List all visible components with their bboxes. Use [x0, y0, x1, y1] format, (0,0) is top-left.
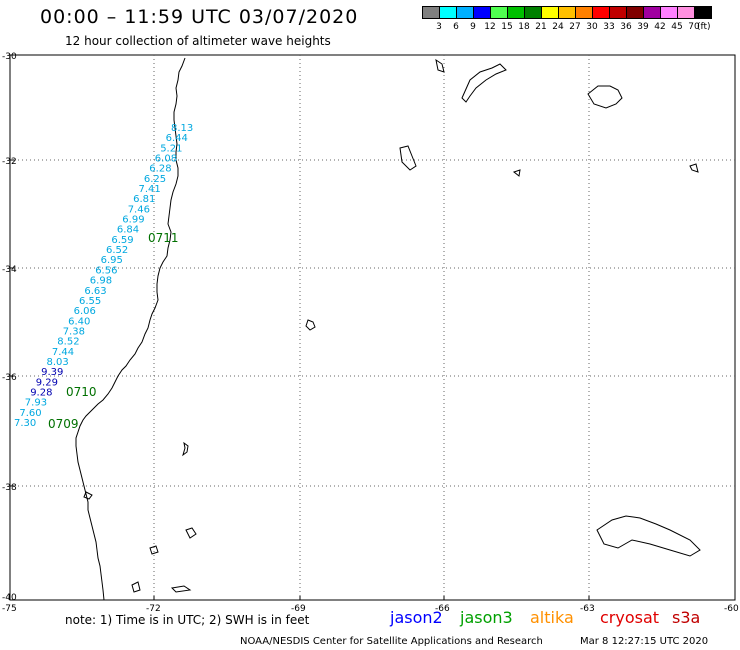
- latitude-labels: -30 -32 -34 -36 -38 -40: [2, 52, 17, 603]
- wave-height-label: 6.25: [144, 174, 166, 185]
- color-scale-label: 12: [484, 22, 496, 32]
- wave-height-label: 6.06: [74, 306, 96, 317]
- color-scale-label: 27: [569, 22, 581, 32]
- wave-height-label: 6.28: [149, 164, 171, 175]
- color-scale-label: 3: [436, 22, 442, 32]
- footer-credit: NOAA/NESDIS Center for Satellite Applica…: [240, 636, 543, 647]
- lon-label: -69: [291, 604, 306, 614]
- color-scale-label: 15: [501, 22, 513, 32]
- wave-height-label: 6.56: [95, 265, 117, 276]
- coastline-inlet: [83, 491, 93, 500]
- wave-height-label: 6.44: [166, 133, 188, 144]
- lat-label: -30: [2, 52, 17, 62]
- wave-height-label: 6.95: [101, 255, 123, 266]
- wave-height-label: 8.13: [171, 123, 193, 134]
- legend-cryosat: cryosat: [600, 608, 660, 627]
- wave-height-label: 6.55: [79, 296, 101, 307]
- color-scale-label: 39: [637, 22, 649, 32]
- color-scale-bar: [422, 6, 712, 19]
- map-title: 00:00 – 11:59 UTC 03/07/2020: [40, 6, 359, 28]
- legend-s3a: s3a: [672, 608, 701, 627]
- color-scale-label: 9: [470, 22, 476, 32]
- units-note: note: 1) Time is in UTC; 2) SWH is in fe…: [65, 613, 310, 627]
- wave-height-label: 7.30: [14, 418, 36, 429]
- color-scale-label: 42: [654, 22, 666, 32]
- wave-height-label: 6.98: [90, 276, 112, 287]
- lon-label: -66: [435, 604, 450, 614]
- color-scale-label: 36: [620, 22, 632, 32]
- color-scale-unit: (ft): [697, 22, 711, 32]
- wave-height-label: 7.93: [25, 398, 47, 409]
- lat-label: -34: [2, 265, 17, 275]
- legend-altika: altika: [530, 608, 574, 627]
- color-scale-label: 70: [688, 22, 700, 32]
- color-scale-label: 30: [586, 22, 598, 32]
- wave-height-label: 6.52: [106, 245, 128, 256]
- map-grid: [10, 55, 735, 600]
- pass-time-label: 0709: [48, 417, 79, 431]
- wave-height-label: 6.84: [117, 225, 139, 236]
- footer-timestamp: Mar 8 12:27:15 UTC 2020: [580, 636, 709, 647]
- wave-height-label: 5.21: [160, 143, 182, 154]
- wave-height-label: 6.99: [122, 215, 144, 226]
- map-subtitle: 12 hour collection of altimeter wave hei…: [65, 34, 331, 48]
- color-swatch: [694, 6, 712, 19]
- pass-time-labels: 0711 0710 0709: [48, 231, 179, 431]
- lon-label: -63: [580, 604, 595, 614]
- lat-label: -38: [2, 483, 17, 493]
- wave-height-label: 9.28: [30, 388, 52, 399]
- color-scale-label: 45: [671, 22, 683, 32]
- wave-height-label: 7.60: [19, 408, 41, 419]
- wave-height-label: 9.29: [36, 377, 58, 388]
- lon-label: -75: [2, 604, 17, 614]
- wave-height-label: 9.39: [41, 367, 63, 378]
- color-scale-label: 18: [518, 22, 530, 32]
- lat-label: -36: [2, 373, 17, 383]
- pass-time-label: 0711: [148, 231, 179, 245]
- pass-time-label: 0710: [66, 385, 97, 399]
- lat-label: -40: [2, 593, 17, 603]
- lon-label: -60: [724, 604, 739, 614]
- wave-height-label: 6.08: [155, 154, 177, 165]
- wave-height-label: 6.40: [68, 316, 90, 327]
- lat-label: -32: [2, 157, 17, 167]
- wave-height-label: 7.44: [52, 347, 74, 358]
- wave-height-label: 7.46: [128, 204, 150, 215]
- wave-height-labels: 8.136.445.216.086.286.257.416.817.466.99…: [14, 123, 193, 429]
- wave-height-label: 6.63: [84, 286, 106, 297]
- lon-label: -72: [146, 604, 161, 614]
- map-frame: [9, 54, 736, 601]
- legend-jason2: jason2: [390, 608, 443, 627]
- wave-height-label: 6.81: [133, 194, 155, 205]
- color-scale-label: 21: [535, 22, 547, 32]
- wave-height-label: 7.41: [139, 184, 161, 195]
- wave-height-label: 7.38: [63, 326, 85, 337]
- wave-height-label: 8.03: [47, 357, 69, 368]
- color-scale-label: 33: [603, 22, 615, 32]
- legend-jason3: jason3: [460, 608, 513, 627]
- islands-and-lakes: [131, 58, 701, 593]
- wave-height-label: 6.59: [111, 235, 133, 246]
- wave-height-label: 8.52: [57, 337, 79, 348]
- color-scale-label: 6: [453, 22, 459, 32]
- color-scale-label: 24: [552, 22, 564, 32]
- longitude-labels: -75 -72 -69 -66 -63 -60: [2, 604, 739, 614]
- tick-marks: [10, 159, 590, 600]
